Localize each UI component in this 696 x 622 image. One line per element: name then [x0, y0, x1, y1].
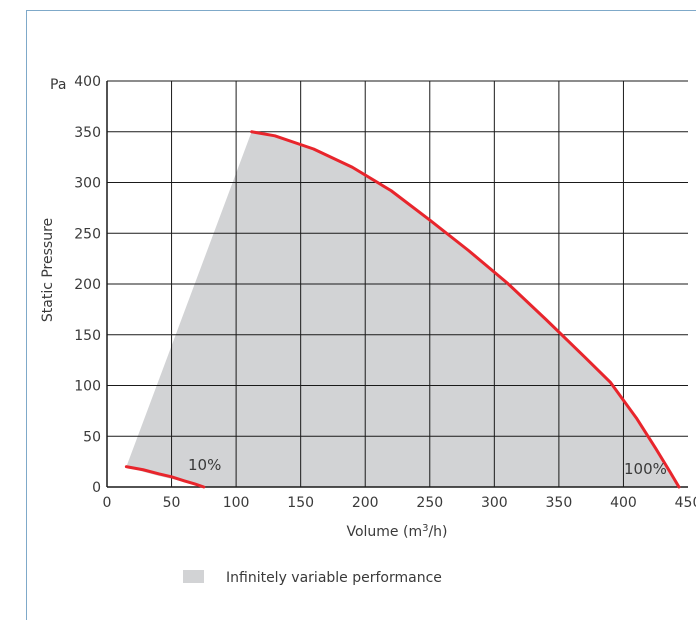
series-label-100: 100% [624, 460, 667, 478]
y-unit-label: Pa [50, 77, 66, 93]
series-line-1 [250, 130, 681, 489]
y-tick-label: 50 [83, 429, 101, 445]
series-layer [124, 130, 681, 489]
x-tick-label: 100 [223, 495, 250, 511]
y-tick-label: 0 [92, 480, 101, 496]
y-axis-title: Static Pressure [40, 218, 56, 322]
x-tick-label: 150 [287, 495, 314, 511]
legend-swatch-envelope [183, 570, 204, 583]
x-tick-label: 0 [103, 495, 112, 511]
y-tick-label: 300 [74, 176, 101, 192]
envelope-layer [126, 131, 679, 487]
x-tick-label: 250 [416, 495, 443, 511]
series-label-10: 10% [188, 456, 221, 474]
x-axis-title: Volume (m3/h) [346, 523, 447, 540]
tick-layer: 0 50 100 150 200 250 300 350 400 450 0 50 100 150 200 2… [74, 74, 696, 511]
envelope-area [126, 131, 679, 487]
legend-label-envelope: Infinitely variable performance [226, 570, 442, 586]
y-tick-label: 400 [74, 74, 101, 90]
x-tick-label: 300 [481, 495, 508, 511]
y-tick-label: 250 [74, 226, 101, 242]
y-tick-label: 350 [74, 125, 101, 141]
grid-layer [106, 80, 688, 488]
x-tick-label: 400 [610, 495, 637, 511]
y-tick-label: 200 [74, 277, 101, 293]
y-tick-label: 150 [74, 328, 101, 344]
chart-frame [26, 10, 696, 620]
x-tick-label: 50 [163, 495, 181, 511]
y-tick-label: 100 [74, 379, 101, 395]
x-tick-label: 350 [546, 495, 573, 511]
series-line-0 [124, 465, 206, 489]
x-tick-label: 200 [352, 495, 379, 511]
x-tick-label: 450 [675, 495, 696, 511]
